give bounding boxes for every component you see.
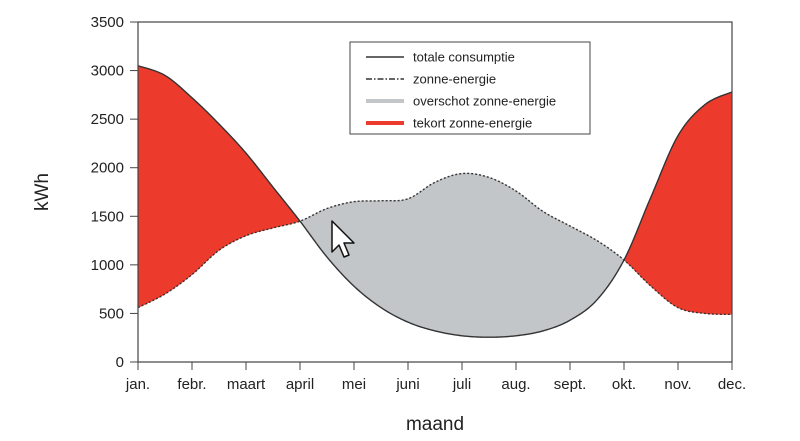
x-axis: jan. febr. maart april mei juni juli aug. sept. o…: [125, 362, 746, 393]
x-tick-label: jan.: [125, 376, 150, 393]
y-tick-label: 3000: [91, 63, 124, 80]
x-tick-label: aug.: [501, 376, 530, 393]
x-tick-label: dec.: [718, 376, 746, 393]
y-tick-label: 2000: [91, 160, 124, 177]
plot-frame: [137, 21, 733, 363]
y-tick-label: 3500: [91, 14, 124, 31]
series-lines: [137, 65, 733, 338]
legend-label: tekort zonne-energie: [413, 116, 532, 131]
x-tick-label: febr.: [177, 376, 206, 393]
y-tick-label: 1500: [91, 208, 124, 225]
y-tick-label: 1000: [91, 257, 124, 274]
series-line-solar: [137, 172, 733, 316]
legend-label: totale consumptie: [413, 50, 515, 65]
x-tick-label: okt.: [612, 376, 636, 393]
legend-label: overschot zonne-energie: [413, 94, 556, 109]
deficit-area: [623, 91, 733, 315]
x-tick-label: juni: [395, 376, 419, 393]
mouse-cursor-icon: [331, 220, 355, 258]
x-tick-label: nov.: [664, 376, 691, 393]
y-tick-label: 0: [116, 354, 124, 371]
y-axis-title: kWh: [32, 173, 53, 211]
x-tick-label: juli: [452, 376, 471, 393]
y-tick-label: 2500: [91, 111, 124, 128]
legend: totale consumptie zonne-energie overschot …: [349, 41, 591, 135]
series-line-consumption: [137, 65, 733, 338]
x-tick-label: maart: [227, 376, 266, 393]
legend-label: zonne-energie: [413, 72, 496, 87]
deficit-area: [137, 65, 301, 309]
x-tick-label: mei: [342, 376, 366, 393]
y-axis: 0 500 1000 1500 2000 2500 3000 3500: [91, 14, 138, 371]
x-tick-label: sept.: [554, 376, 587, 393]
x-tick-label: april: [286, 376, 314, 393]
x-axis-title: maand: [406, 414, 464, 435]
y-tick-label: 500: [99, 305, 124, 322]
area-fills: [137, 65, 733, 338]
